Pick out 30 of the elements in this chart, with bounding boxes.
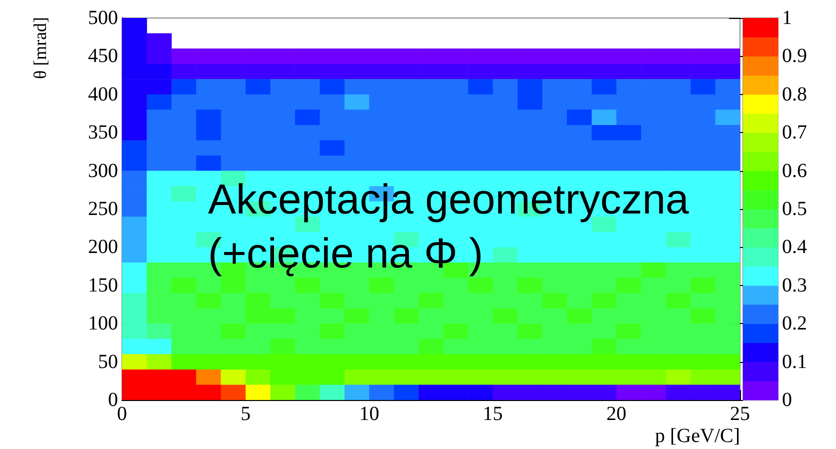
- x-tick-label: 5: [240, 403, 251, 425]
- y-tick-label: 250: [88, 198, 118, 220]
- y-tick-label: 100: [88, 312, 118, 335]
- x-tick-label: 20: [606, 403, 626, 425]
- color-bar-label: 0: [782, 389, 792, 411]
- y-tick-label: 50: [98, 350, 118, 373]
- color-bar-label: 0.8: [782, 83, 807, 106]
- y-tick-label: 400: [88, 83, 118, 106]
- x-tick-label: 25: [730, 403, 750, 425]
- color-bar-label: 0.5: [782, 198, 807, 220]
- color-bar-label: 1: [782, 7, 792, 29]
- x-tick-label: 15: [482, 403, 503, 425]
- annotation: Akceptacja geometryczna: [208, 176, 690, 222]
- color-bar-label: 0.9: [782, 45, 807, 68]
- x-tick-label: 10: [359, 403, 380, 425]
- color-bar-label: 0.3: [782, 274, 807, 296]
- color-bar-label: 0.1: [782, 350, 807, 373]
- y-tick-label: 300: [88, 160, 118, 182]
- x-axis-title: p [GeV/C]: [655, 425, 740, 447]
- y-tick-label: 500: [88, 7, 118, 29]
- y-axis-title: θ [mrad]: [30, 16, 50, 80]
- y-tick-label: 150: [88, 274, 118, 296]
- color-bar-label: 0.4: [782, 236, 807, 258]
- y-tick-label: 0: [108, 389, 118, 411]
- y-tick-label: 450: [88, 45, 118, 68]
- y-tick-label: 200: [88, 236, 118, 258]
- color-bar-label: 0.7: [782, 122, 807, 144]
- color-bar-label: 0.6: [782, 160, 807, 182]
- y-tick-label: 350: [88, 122, 118, 144]
- color-bar-label: 0.2: [782, 312, 807, 335]
